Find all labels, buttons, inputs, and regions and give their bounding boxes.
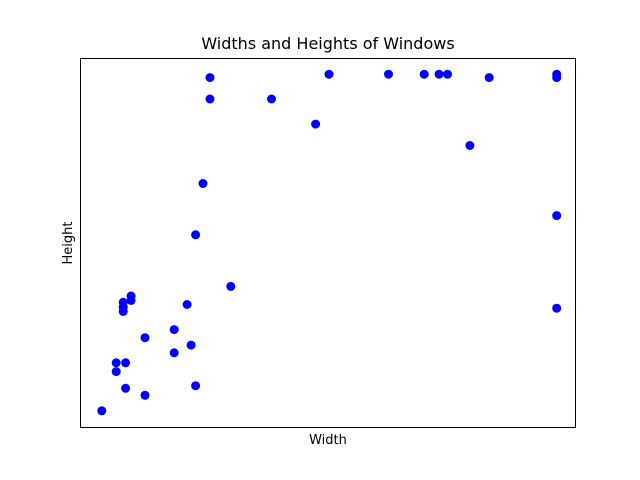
data-point	[169, 348, 179, 358]
data-point	[126, 291, 136, 301]
data-point	[140, 333, 150, 343]
data-point	[267, 94, 276, 104]
data-point	[443, 69, 452, 79]
data-point	[552, 211, 562, 221]
data-point	[465, 141, 475, 150]
y-axis-label: Height	[61, 222, 76, 265]
data-point	[419, 69, 429, 79]
points-layer	[97, 69, 562, 416]
data-point	[191, 381, 201, 391]
data-point	[434, 69, 444, 79]
chart-title: Widths and Heights of Windows	[201, 34, 454, 53]
data-point	[324, 69, 334, 79]
data-point	[118, 297, 128, 307]
data-point	[552, 73, 562, 83]
data-point	[111, 358, 121, 368]
data-point	[186, 340, 196, 350]
data-point	[484, 73, 494, 83]
data-point	[205, 73, 215, 83]
data-point	[121, 383, 131, 393]
data-point	[169, 325, 179, 335]
data-point	[140, 390, 150, 400]
plot-area	[80, 58, 576, 428]
data-point	[182, 300, 192, 309]
data-point	[121, 358, 131, 368]
data-point	[384, 69, 393, 79]
data-point	[205, 94, 215, 104]
data-point	[311, 119, 321, 129]
data-point	[226, 281, 236, 291]
data-point	[198, 179, 208, 188]
x-axis-label: Width	[309, 433, 347, 448]
data-point	[191, 230, 201, 240]
data-point	[97, 406, 107, 416]
data-point	[111, 367, 121, 377]
data-point	[552, 303, 562, 313]
